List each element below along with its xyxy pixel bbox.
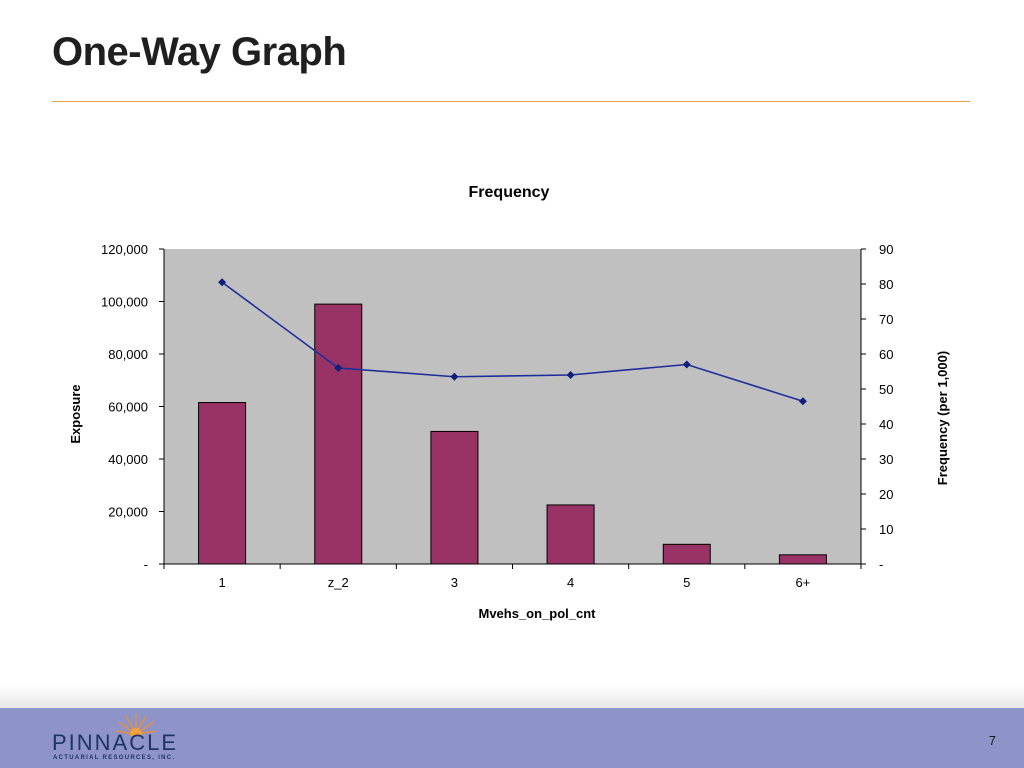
y2-tick-label: 90 [879, 242, 893, 257]
y2-tick-label: 50 [879, 382, 893, 397]
y2-tick-label: 40 [879, 417, 893, 432]
y2-tick-label: - [879, 557, 883, 572]
footer-bar [0, 708, 1024, 768]
slide-title: One-Way Graph [52, 30, 347, 74]
plot-area [164, 249, 861, 564]
y-tick-label: 60,000 [108, 400, 148, 415]
bar [314, 303, 363, 565]
bar [546, 504, 595, 565]
y2-tick-label: 60 [879, 347, 893, 362]
line-marker [450, 372, 459, 381]
pinnacle-logo: PINNACLE ACTUARIAL RESOURCES, INC. [52, 712, 192, 766]
y2-tick-label: 30 [879, 452, 893, 467]
y2-tick-label: 20 [879, 487, 893, 502]
logo-wordmark: PINNACLE [52, 730, 179, 755]
title-divider [52, 101, 970, 102]
frequency-line [221, 281, 804, 403]
y-axis-left: - 20,000 40,000 60,000 80,000 100,000 120,000 [101, 242, 165, 572]
y2-tick-label: 10 [879, 522, 893, 537]
x-axis-label: Mvehs_on_pol_cnt [478, 606, 596, 621]
x-tick-label: 3 [451, 575, 458, 590]
bar [198, 402, 247, 565]
y-tick-label: 80,000 [108, 347, 148, 362]
bar [662, 543, 711, 565]
x-tick-label: z_2 [328, 575, 349, 590]
y2-tick-label: 80 [879, 277, 893, 292]
y-tick-label: - [144, 557, 148, 572]
chart-title: Frequency [469, 184, 550, 201]
line-series [218, 278, 807, 406]
y-tick-label: 100,000 [101, 295, 148, 310]
bar [778, 554, 827, 565]
x-tick-label: 1 [218, 575, 225, 590]
y-tick-label: 120,000 [101, 242, 148, 257]
bar [430, 430, 479, 565]
line-marker [682, 360, 691, 369]
line-marker [218, 278, 227, 287]
y2-tick-label: 70 [879, 312, 893, 327]
y-tick-label: 20,000 [108, 505, 148, 520]
line-marker [566, 371, 575, 379]
line-marker [798, 397, 807, 406]
x-tick-label: 4 [567, 575, 574, 590]
x-tick-label: 6+ [796, 575, 811, 590]
y-axis-label: Exposure [68, 384, 83, 443]
y-axis-right: - 10 20 30 40 50 60 70 80 90 [860, 242, 893, 572]
line-marker [334, 364, 343, 372]
y2-axis-label: Frequency (per 1,000) [935, 351, 950, 485]
footer-shadow [0, 686, 1024, 710]
frequency-chart: Frequency - 20,000 40,000 60,000 80,000 100,0… [68, 184, 950, 621]
x-axis: 1 z_2 3 4 5 6+ [163, 563, 862, 590]
sunburst-icon [115, 714, 157, 736]
page-number: 7 [988, 733, 996, 748]
bar-series [198, 303, 827, 565]
y-tick-label: 40,000 [108, 452, 148, 467]
x-tick-label: 5 [683, 575, 690, 590]
logo-tagline: ACTUARIAL RESOURCES, INC. [53, 755, 176, 761]
